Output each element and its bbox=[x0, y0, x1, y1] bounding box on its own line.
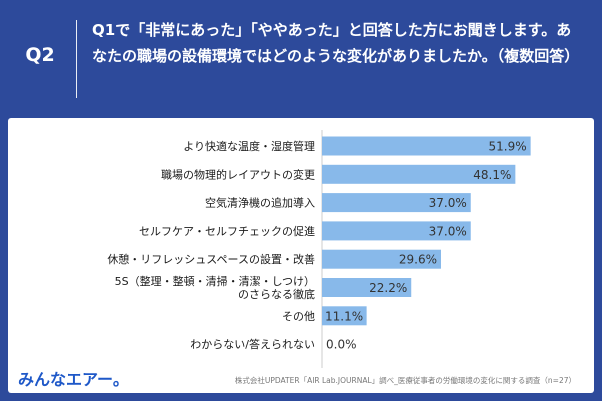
category-label: より快適な温度・湿度管理 bbox=[183, 139, 315, 153]
value-label: 11.1% bbox=[325, 309, 363, 323]
bar-chart: より快適な温度・湿度管理 51.9% 職場の物理的レイアウトの変更 48.1% 空気清浄… bbox=[107, 130, 531, 368]
value-label: 0.0% bbox=[326, 338, 357, 352]
source-note: 株式会社UPDATER「AIR Lab.JOURNAL」調べ_医療従事者の労働環… bbox=[234, 376, 576, 385]
question-text: Q1で「非常にあった」「ややあった」と回答した方にお聞きします。あなたの職場の設… bbox=[92, 21, 580, 65]
category-label: セルフケア・セルフチェックの促進 bbox=[139, 224, 315, 238]
category-label: 空気清浄機の追加導入 bbox=[205, 196, 315, 210]
brand-logo: みんなエアー。 bbox=[18, 370, 129, 389]
value-label: 37.0% bbox=[429, 224, 467, 238]
value-label: 22.2% bbox=[369, 281, 407, 295]
category-label: 休憩・リフレッシュスペースの設置・改善 bbox=[107, 252, 315, 266]
bar bbox=[322, 221, 471, 241]
bar bbox=[322, 306, 367, 326]
value-label: 29.6% bbox=[399, 253, 437, 267]
chart-panel: より快適な温度・湿度管理 51.9% 職場の物理的レイアウトの変更 48.1% 空気清浄… bbox=[8, 118, 594, 393]
category-label: わからない/答えられない bbox=[190, 337, 315, 351]
category-label: 職場の物理的レイアウトの変更 bbox=[161, 167, 315, 181]
value-label: 51.9% bbox=[489, 140, 527, 154]
bar bbox=[322, 164, 516, 184]
header-divider bbox=[76, 20, 77, 98]
value-label: 48.1% bbox=[473, 168, 511, 182]
bar bbox=[322, 136, 531, 156]
question-header: Q2 Q1で「非常にあった」「ややあった」と回答した方にお聞きします。あなたの職… bbox=[0, 0, 602, 118]
category-label: その他 bbox=[282, 310, 315, 323]
bar bbox=[322, 249, 441, 269]
bar bbox=[322, 193, 471, 213]
value-label: 37.0% bbox=[429, 196, 467, 210]
category-label: 5S（整理・整頓・清掃・清潔・しつけ）のさらなる徹底 bbox=[115, 274, 315, 301]
question-number: Q2 bbox=[25, 44, 55, 66]
bar bbox=[322, 278, 412, 297]
